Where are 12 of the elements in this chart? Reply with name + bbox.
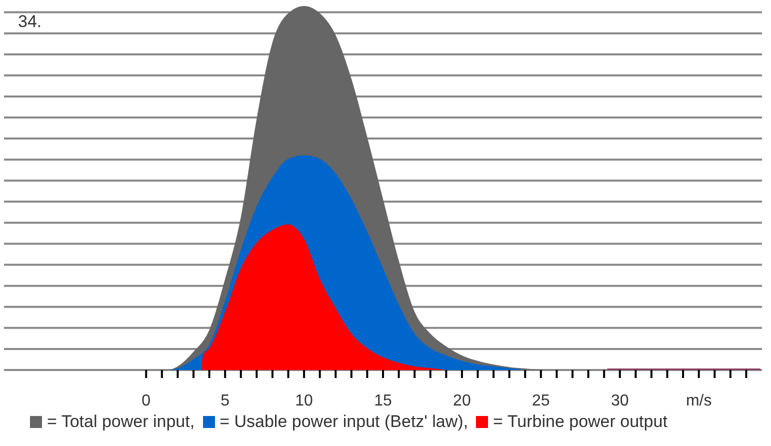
x-tick-label: 30 xyxy=(610,392,629,410)
x-tick-label: 5 xyxy=(220,392,230,410)
annotation: 34. xyxy=(18,12,42,32)
x-tick-label: 10 xyxy=(295,392,314,410)
x-tick-label: 15 xyxy=(374,392,392,410)
legend-label: = Usable power input (Betz' law), xyxy=(220,412,468,432)
legend-label: = Total power input, xyxy=(47,412,195,432)
x-tick-label: 25 xyxy=(532,392,550,410)
x-tick-label: 0 xyxy=(142,392,151,410)
x-tick-label: 20 xyxy=(453,392,471,410)
x-tick-label: m/s xyxy=(686,392,712,410)
legend-label: = Turbine power output xyxy=(493,412,668,432)
